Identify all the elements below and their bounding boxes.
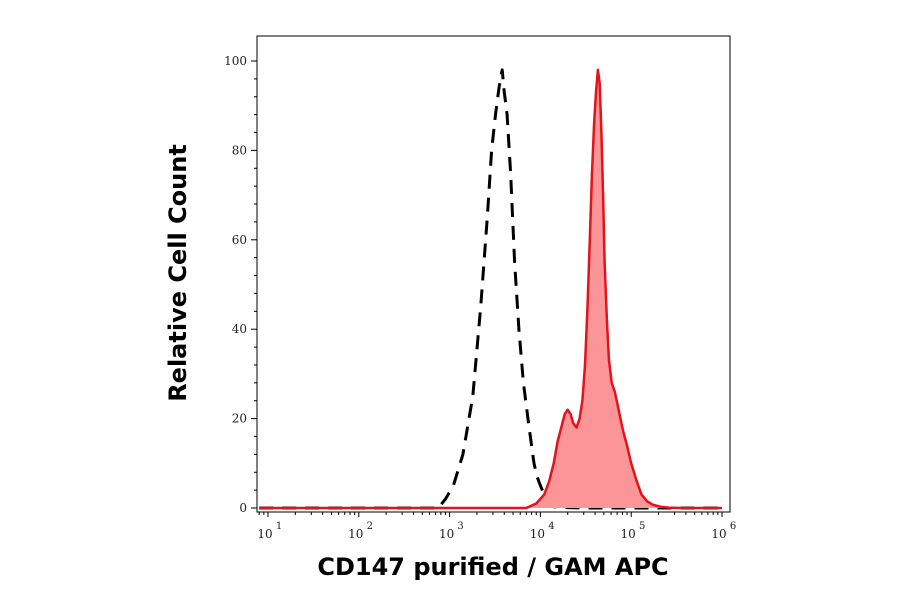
- x-tick-exponent: 4: [548, 521, 554, 532]
- x-tick-label: 10: [257, 527, 272, 541]
- stained-sample-outline: [259, 68, 722, 510]
- x-tick-label: 10: [348, 527, 363, 541]
- x-tick-label: 10: [621, 527, 636, 541]
- y-axis-ticks: 0 20 40 60 80 100: [224, 54, 257, 515]
- y-tick-label: 20: [232, 412, 247, 426]
- plot-frame: [256, 35, 731, 513]
- x-tick-exponent: 5: [639, 521, 645, 532]
- y-tick-label: 0: [239, 501, 247, 515]
- x-tick-label: 10: [439, 527, 454, 541]
- x-tick-exponent: 2: [367, 521, 373, 532]
- y-tick-label: 60: [232, 233, 247, 247]
- x-tick-exponent: 1: [276, 521, 282, 532]
- y-tick-label: 100: [224, 54, 247, 68]
- control-dashed-outline: [259, 68, 722, 510]
- y-axis-title: Relative Cell Count: [164, 144, 192, 402]
- x-tick-exponent: 3: [457, 521, 463, 532]
- x-tick-exponent: 6: [730, 521, 736, 532]
- y-tick-label: 40: [232, 322, 247, 336]
- x-axis-title: CD147 purified / GAM APC: [317, 553, 668, 581]
- x-tick-label: 10: [711, 527, 726, 541]
- y-tick-label: 80: [232, 143, 247, 157]
- stained-sample-fill: [259, 69, 722, 509]
- histogram-series: [259, 68, 722, 510]
- x-tick-label: 10: [530, 527, 545, 541]
